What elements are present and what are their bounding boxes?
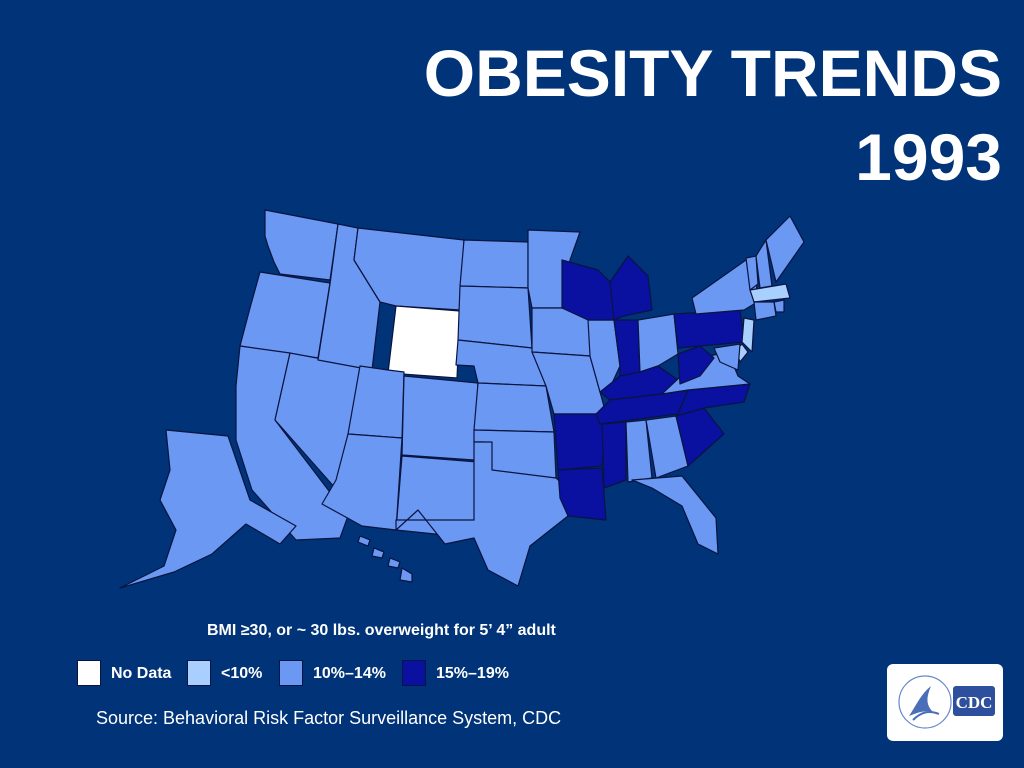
state-sd (457, 285, 533, 349)
legend-swatch-10-14 (279, 660, 303, 686)
hhs-eagle-shape (909, 686, 933, 716)
state-or (239, 271, 331, 359)
legend-swatch-lt10 (187, 660, 211, 686)
state-wi (561, 259, 615, 321)
state-wv (677, 345, 715, 385)
state-az (321, 433, 403, 531)
legend-label-lt10: <10% (221, 665, 263, 682)
us-map-svg (119, 209, 805, 589)
state-tx (395, 441, 573, 587)
page-title: OBESITY TRENDS (423, 36, 1002, 110)
map-subtitle: BMI ≥30, or ~ 30 lbs. overweight for 5’ … (207, 622, 556, 639)
us-map (100, 180, 820, 600)
cdc-logo-svg: CDC (898, 675, 995, 729)
legend-swatch-15-19 (402, 660, 426, 686)
state-ct (753, 301, 777, 321)
state-hi (357, 535, 413, 583)
cdc-box (953, 686, 995, 716)
cdc-logo-icon: CDC (887, 664, 1003, 741)
state-vt (745, 255, 759, 291)
state-ma (749, 283, 791, 303)
legend-label-15-19: 15%–19% (436, 665, 509, 682)
state-ms (601, 421, 627, 489)
state-wa (264, 209, 339, 281)
hhs-eagle-stroke (912, 711, 940, 721)
legend-label-no-data: No Data (111, 665, 172, 682)
state-mi (609, 255, 653, 321)
state-la (557, 467, 607, 521)
state-wy (387, 305, 461, 379)
legend-swatch-no-data (77, 660, 101, 686)
page-title-year: 1993 (855, 120, 1002, 194)
hhs-seal-ring (898, 675, 952, 729)
state-co (401, 375, 479, 461)
state-fl (631, 475, 719, 555)
cdc-logo-text: CDC (956, 693, 993, 712)
state-ak (119, 429, 297, 589)
state-ks (473, 382, 555, 433)
legend-label-10-14: 10%–14% (313, 665, 386, 682)
state-nd (459, 239, 529, 289)
source-citation: Source: Behavioral Risk Factor Surveilla… (96, 708, 562, 728)
state-oh (637, 313, 679, 373)
state-ar (553, 413, 607, 471)
state-md (713, 343, 741, 371)
state-me (765, 215, 805, 283)
state-nj (741, 317, 755, 353)
state-pa (673, 309, 745, 349)
